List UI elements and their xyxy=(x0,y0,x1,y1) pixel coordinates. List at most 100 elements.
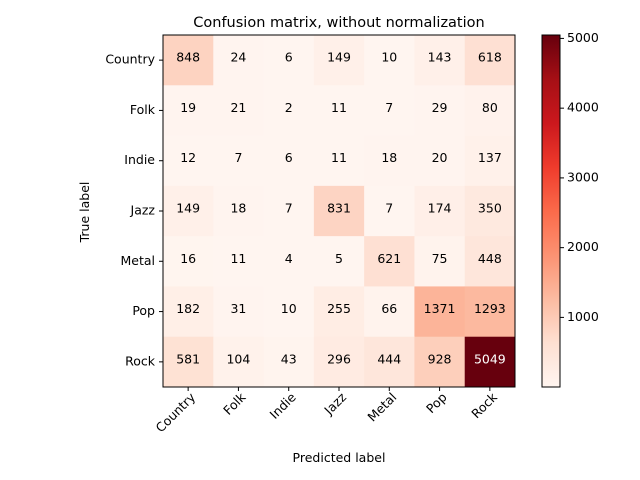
cell-value-label: 350 xyxy=(478,201,502,216)
x-tick-label: Pop xyxy=(423,389,450,416)
cell-value-label: 29 xyxy=(432,100,448,115)
y-tick-label: Folk xyxy=(130,102,156,117)
y-tick-label: Metal xyxy=(120,253,155,268)
y-tick-label: Rock xyxy=(125,353,156,368)
y-tick-label: Pop xyxy=(132,303,155,318)
cell-value-label: 448 xyxy=(478,251,502,266)
x-axis-ticks: Country Folk Indie Jazz Metal Pop Rock xyxy=(153,387,501,435)
x-tick-label: Metal xyxy=(364,390,399,425)
cell-value-label: 149 xyxy=(327,50,351,65)
cell-value-label: 7 xyxy=(385,100,393,115)
heatmap-cell xyxy=(364,336,415,388)
heatmap-cell xyxy=(213,236,265,287)
cell-value-label: 255 xyxy=(327,301,351,316)
y-tick-label: Country xyxy=(105,52,155,67)
x-tick-label: Rock xyxy=(468,389,500,421)
x-tick-label: Country xyxy=(153,389,199,435)
cell-value-label: 581 xyxy=(176,351,200,366)
heatmap-cell xyxy=(364,236,415,287)
heatmap-cell xyxy=(364,135,415,187)
cell-value-label: 31 xyxy=(230,301,246,316)
heatmap-cell xyxy=(163,35,214,86)
cell-value-label: 10 xyxy=(281,301,297,316)
y-axis-ticks: Country Folk Indie Jazz Metal Pop Rock xyxy=(105,52,163,368)
cell-value-label: 1293 xyxy=(474,301,506,316)
cell-value-label: 12 xyxy=(180,150,196,165)
cell-value-label: 831 xyxy=(327,201,351,216)
y-tick-label: Indie xyxy=(124,152,155,167)
heatmap-cell xyxy=(464,35,516,86)
heatmap-cell xyxy=(414,35,466,86)
heatmap-cell xyxy=(464,236,516,287)
heatmap-cells xyxy=(163,35,516,388)
heatmap-cell xyxy=(213,185,265,237)
cell-value-label: 18 xyxy=(230,201,246,216)
heatmap-cell xyxy=(163,185,214,237)
heatmap-cell xyxy=(364,85,415,137)
heatmap-cell xyxy=(263,236,315,287)
cell-value-label: 21 xyxy=(230,100,246,115)
x-tick-label: Jazz xyxy=(320,389,349,418)
colorbar-tick-label: 5000 xyxy=(567,30,599,45)
cell-value-label: 24 xyxy=(230,50,246,65)
heatmap-cell xyxy=(313,35,365,86)
cell-value-label: 2 xyxy=(285,100,293,115)
cell-value-label: 928 xyxy=(428,351,452,366)
colorbar-gradient xyxy=(542,35,560,387)
heatmap-cell xyxy=(464,336,516,388)
cell-value-label: 4 xyxy=(285,251,293,266)
cell-value-label: 848 xyxy=(176,50,200,65)
cell-value-label: 80 xyxy=(482,100,498,115)
heatmap-cell xyxy=(213,336,265,388)
heatmap-cell xyxy=(313,336,365,388)
cell-value-label: 75 xyxy=(432,251,448,266)
cell-value-label: 137 xyxy=(478,150,502,165)
heatmap-cell xyxy=(313,236,365,287)
cell-value-label: 149 xyxy=(176,201,200,216)
heatmap-cell xyxy=(163,135,214,187)
heatmap-cell xyxy=(213,286,265,338)
cell-value-label: 7 xyxy=(385,201,393,216)
y-tick-label: Jazz xyxy=(130,203,156,218)
heatmap-cell xyxy=(464,185,516,237)
heatmap-cell xyxy=(263,35,315,86)
cell-value-label: 104 xyxy=(226,351,250,366)
cell-value-label: 143 xyxy=(428,50,452,65)
cell-value-label: 18 xyxy=(381,150,397,165)
heatmap-cell xyxy=(414,286,466,338)
heatmap-cell xyxy=(213,85,265,137)
cell-value-label: 444 xyxy=(377,351,401,366)
y-axis-label: True label xyxy=(77,182,92,244)
cell-value-label: 10 xyxy=(381,50,397,65)
colorbar: 1000 2000 3000 4000 5000 xyxy=(541,30,599,388)
cell-value-label: 5049 xyxy=(474,351,506,366)
cell-value-label: 6 xyxy=(285,150,293,165)
heatmap-cell xyxy=(263,286,315,338)
cell-value-label: 618 xyxy=(478,50,502,65)
x-axis-label: Predicted label xyxy=(293,450,386,465)
cell-value-label: 621 xyxy=(377,251,401,266)
colorbar-tick-label: 1000 xyxy=(567,309,599,324)
heatmap-cell xyxy=(464,135,516,187)
cell-value-label: 43 xyxy=(281,351,297,366)
heatmap-cell xyxy=(163,336,214,388)
cell-value-label: 20 xyxy=(432,150,448,165)
heatmap-cell xyxy=(263,85,315,137)
x-tick-label: Indie xyxy=(267,389,300,422)
heatmap-cell xyxy=(414,185,466,237)
heatmap-cell xyxy=(163,286,214,338)
cell-value-label: 7 xyxy=(234,150,242,165)
cell-value-label: 7 xyxy=(285,201,293,216)
cell-value-label: 296 xyxy=(327,351,351,366)
cell-value-labels: 848 24 6 149 10 143 618 19 21 2 11 7 29 80 12 7 6 11 18 20 1… xyxy=(176,50,506,367)
cell-value-label: 11 xyxy=(331,150,347,165)
heatmap-cell xyxy=(263,336,315,388)
x-tick-label: Folk xyxy=(220,389,249,418)
colorbar-tick-label: 2000 xyxy=(567,239,599,254)
colorbar-frame xyxy=(541,34,561,388)
chart-title: Confusion matrix, without normalization xyxy=(193,15,484,31)
heatmap-cell xyxy=(414,135,466,187)
cell-value-label: 66 xyxy=(381,301,397,316)
heatmap-cell xyxy=(464,286,516,338)
